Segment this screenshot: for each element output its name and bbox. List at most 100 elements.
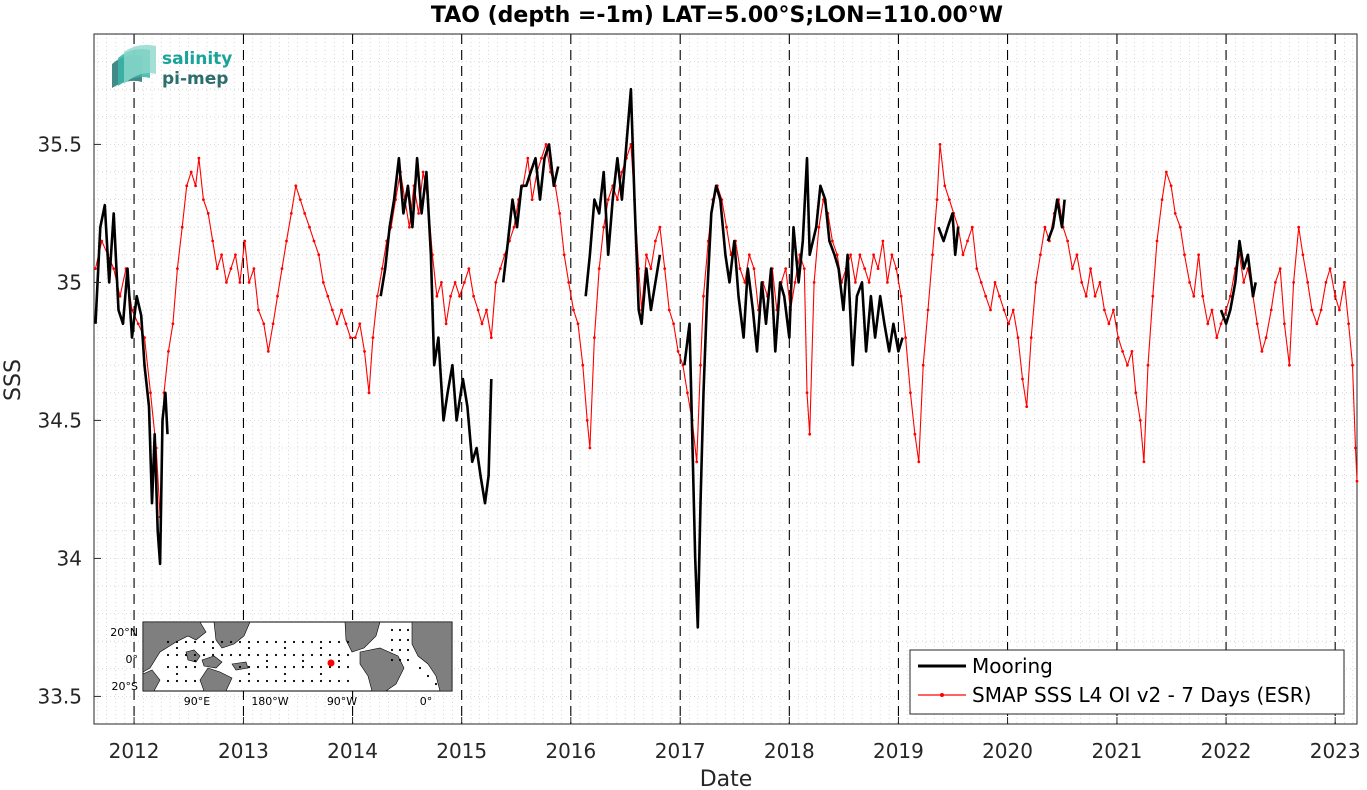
y-tick-label: 34	[57, 546, 82, 570]
smap-point	[1347, 322, 1350, 326]
logo-text-pi-mep: pi-mep	[162, 69, 228, 89]
smap-point	[485, 308, 488, 312]
map-land	[142, 621, 453, 692]
smap-point	[585, 419, 589, 422]
smap-point	[1155, 239, 1159, 243]
smap-point	[616, 198, 619, 202]
smap-point	[476, 308, 480, 312]
series-mooring-segment	[379, 156, 493, 505]
smap-point	[1310, 308, 1314, 312]
smap-point	[805, 391, 809, 395]
smap-point	[1025, 405, 1029, 408]
y-axis-label: SSS	[1, 359, 26, 401]
map-lat-label: 20°S	[112, 680, 138, 693]
smap-point	[294, 184, 298, 188]
smap-point	[917, 460, 921, 464]
smap-point	[1080, 281, 1084, 284]
smap-point	[215, 267, 219, 270]
smap-point	[271, 322, 275, 326]
x-tick-label: 2021	[1092, 739, 1143, 763]
smap-point	[458, 294, 461, 298]
smap-point	[262, 322, 266, 326]
smap-point	[904, 336, 907, 339]
smap-point	[672, 322, 675, 326]
series-mooring-segment	[937, 212, 960, 257]
map-lon-label: 90°E	[184, 695, 210, 708]
smap-point	[1215, 336, 1219, 339]
smap-point	[890, 253, 894, 257]
smap-point	[921, 363, 925, 367]
smap-point	[435, 294, 439, 298]
smap-point	[1324, 281, 1328, 284]
smap-point	[149, 391, 152, 395]
smap-point	[440, 281, 443, 284]
smap-point	[931, 253, 934, 257]
smap-point	[1142, 460, 1146, 464]
smap-point	[1201, 294, 1205, 298]
smap-point	[975, 267, 979, 270]
smap-point	[1278, 267, 1282, 270]
smap-point	[494, 281, 498, 284]
smap-point	[1228, 294, 1232, 298]
smap-point	[667, 308, 671, 312]
smap-point	[472, 294, 475, 298]
smap-point	[498, 267, 502, 270]
smap-point	[1260, 350, 1264, 353]
smap-point	[335, 322, 339, 326]
smap-point	[1130, 350, 1134, 353]
smap-point	[812, 281, 816, 284]
smap-point	[1283, 322, 1286, 326]
map-lat-label: 0°	[126, 653, 139, 666]
smap-point	[649, 267, 653, 270]
smap-point	[894, 267, 898, 270]
smap-point	[567, 281, 571, 284]
x-tick-label: 2012	[109, 739, 160, 763]
smap-point	[738, 267, 742, 270]
smap-point	[252, 267, 256, 270]
smap-point	[229, 267, 233, 270]
smap-point	[408, 225, 411, 229]
smap-point	[421, 170, 425, 174]
series-mooring-segment	[1219, 239, 1257, 326]
smap-point	[984, 294, 988, 298]
smap-point	[1242, 281, 1246, 284]
x-axis-ticks: 2012 2013 2014 2015 2016 2017 2018 2019 2020 2021…	[109, 717, 1361, 763]
smap-point	[276, 294, 279, 298]
smap-point	[854, 281, 857, 284]
smap-point	[1098, 281, 1102, 284]
series-mooring-segment	[94, 203, 169, 566]
smap-point	[317, 253, 321, 257]
smap-point	[321, 281, 325, 284]
x-tick-label: 2022	[1201, 739, 1252, 763]
smap-point	[136, 322, 140, 326]
smap-point	[171, 322, 175, 326]
smap-point	[881, 239, 885, 243]
smap-point	[1274, 281, 1277, 284]
smap-point	[376, 294, 379, 298]
smap-point	[1306, 281, 1310, 284]
smap-point	[961, 253, 965, 257]
smap-point	[926, 308, 930, 312]
smap-point	[180, 225, 184, 229]
smap-point	[743, 281, 747, 284]
map-lon-label: 90°W	[327, 695, 357, 708]
smap-point	[597, 267, 601, 270]
smap-point	[943, 184, 947, 188]
smap-point	[112, 267, 116, 270]
smap-point	[602, 225, 606, 229]
smap-point	[463, 281, 466, 284]
smap-point	[572, 308, 575, 312]
smap-point	[808, 432, 812, 436]
smap-point	[1066, 239, 1069, 243]
smap-point	[620, 170, 624, 174]
smap-point	[238, 281, 242, 284]
smap-point	[593, 336, 596, 339]
smap-point	[1146, 363, 1150, 367]
smap-point	[1034, 281, 1038, 284]
smap-point	[658, 225, 662, 229]
x-tick-label: 2020	[982, 739, 1033, 763]
x-tick-label: 2017	[655, 739, 706, 763]
smap-point	[444, 322, 448, 326]
inset-map: 20°N 0° 20°S 90°E 180°W 90°W 0°	[110, 621, 453, 708]
smap-point	[654, 239, 657, 243]
